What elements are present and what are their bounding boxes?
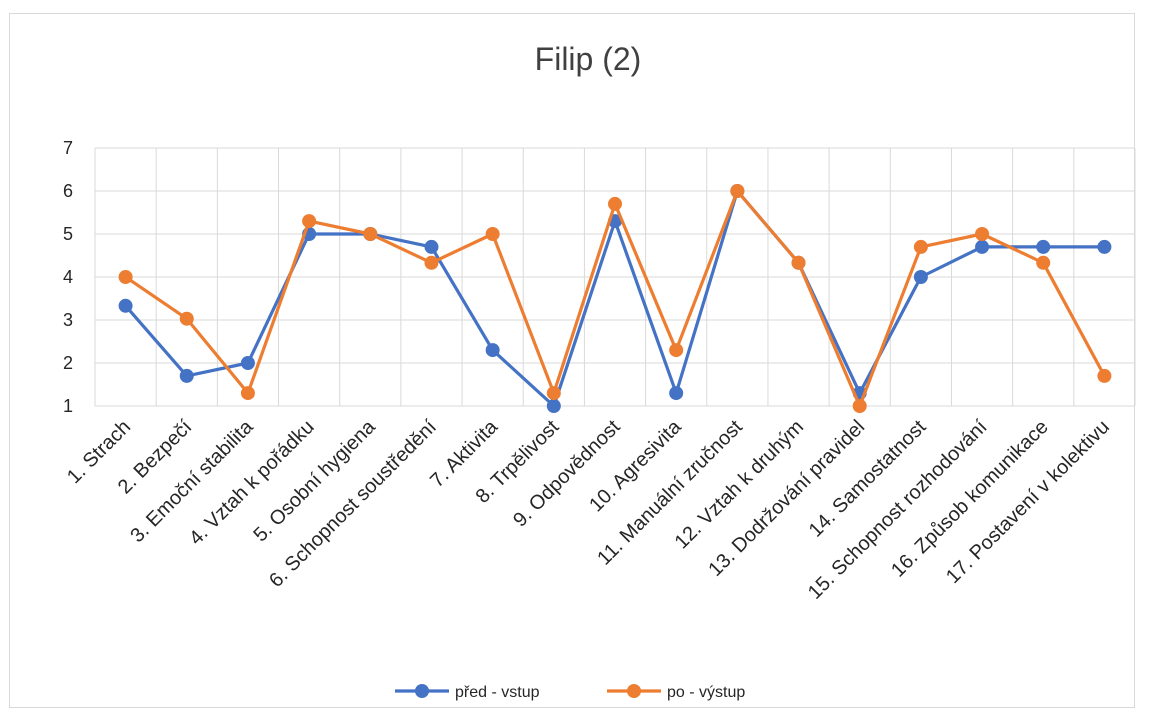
data-point — [485, 343, 500, 358]
data-point — [302, 214, 317, 229]
chart-title: Filip (2) — [535, 41, 642, 77]
data-point — [669, 386, 684, 401]
data-point — [852, 399, 867, 413]
data-point — [118, 270, 133, 284]
data-point — [975, 227, 990, 241]
y-tick-label: 5 — [63, 224, 73, 244]
legend-swatch-marker — [415, 684, 429, 698]
x-category-label: 14. Samostatnost — [805, 416, 931, 542]
data-point — [179, 368, 194, 383]
data-point — [913, 270, 928, 284]
y-axis-ticks: 1 2 3 4 5 6 7 — [63, 138, 73, 416]
x-category-label: 9. Odpovědnost — [509, 416, 625, 532]
data-point — [424, 255, 439, 270]
data-point — [791, 255, 806, 270]
series-1 — [118, 184, 1112, 413]
gridlines — [94, 147, 1136, 407]
y-tick-label: 3 — [63, 310, 73, 330]
y-tick-label: 2 — [63, 353, 73, 373]
legend-swatch-marker — [627, 684, 641, 698]
data-point — [1036, 239, 1051, 254]
y-tick-label: 7 — [63, 138, 73, 158]
chart-frame — [9, 13, 1135, 708]
legend-item: před - vstup — [395, 684, 540, 701]
data-point — [363, 227, 378, 241]
data-point — [118, 298, 133, 313]
data-point — [424, 239, 439, 254]
data-point — [546, 399, 561, 413]
data-point — [485, 227, 500, 241]
data-point — [730, 184, 745, 198]
legend: před - vstup po - výstup — [395, 684, 745, 701]
series-lines — [118, 184, 1112, 413]
legend-label: před - vstup — [455, 684, 540, 701]
y-tick-label: 6 — [63, 181, 73, 201]
data-point — [608, 196, 622, 211]
data-point — [546, 386, 561, 401]
data-point — [179, 311, 194, 326]
data-point — [240, 386, 255, 401]
y-tick-label: 4 — [63, 267, 73, 287]
y-tick-label: 1 — [63, 396, 73, 416]
data-point — [975, 239, 990, 254]
data-point — [1097, 368, 1112, 383]
legend-label: po - výstup — [667, 684, 745, 701]
data-point — [1036, 255, 1051, 270]
series-2 — [118, 184, 1112, 413]
data-point — [913, 239, 928, 254]
data-point — [669, 343, 684, 358]
legend-item: po - výstup — [607, 684, 745, 701]
data-point — [1097, 239, 1112, 254]
data-point — [240, 356, 255, 370]
